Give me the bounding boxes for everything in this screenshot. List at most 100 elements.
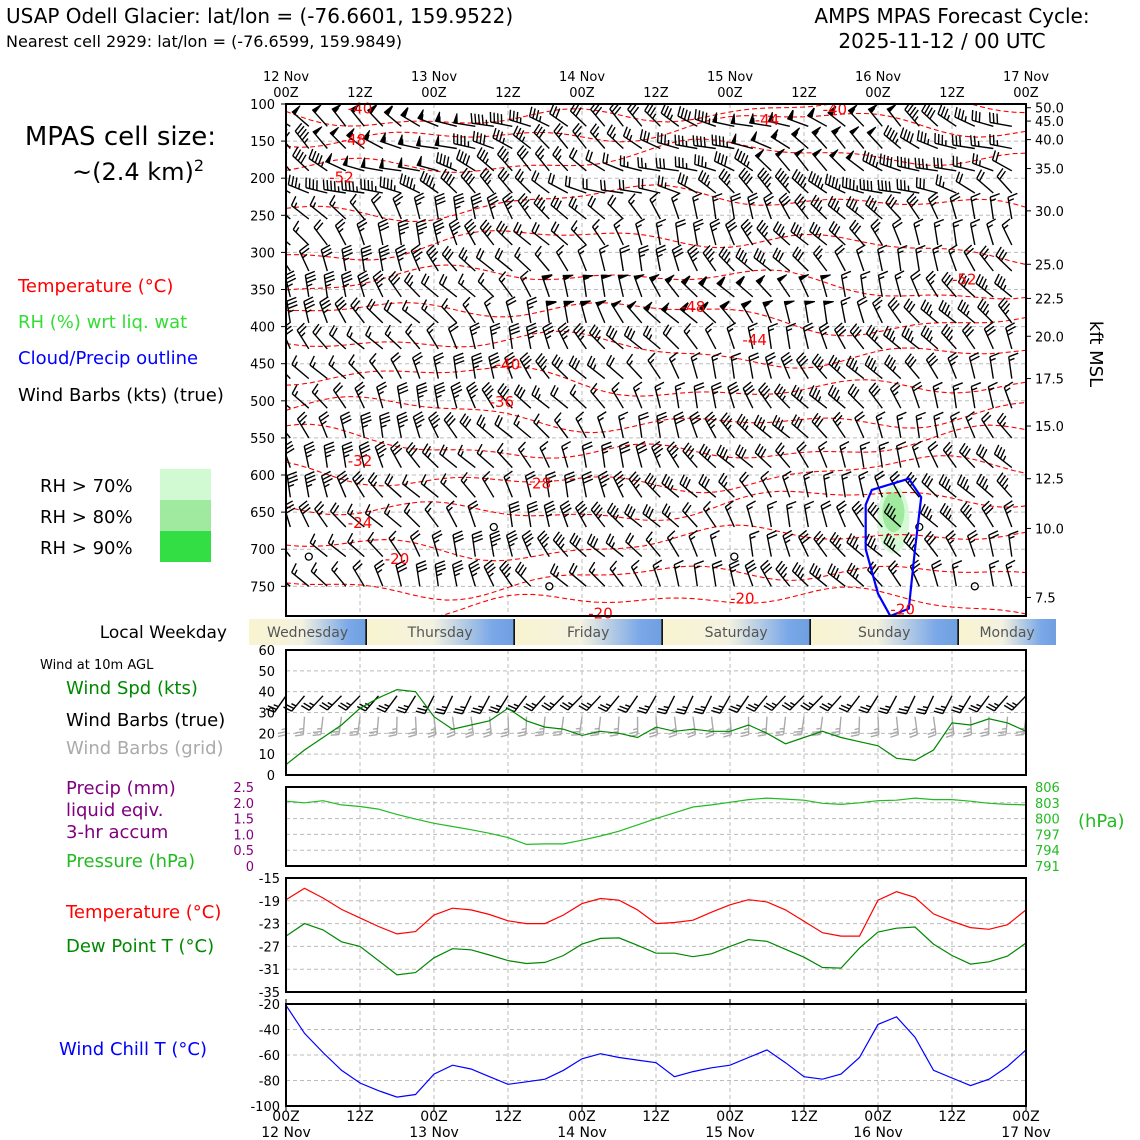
barb-half-flag [377,283,383,288]
barb-half-flag [836,395,841,402]
wind-barb [977,298,994,324]
barb-flag [959,476,966,487]
barb-flag [329,502,337,512]
barb-flag [661,473,668,484]
wind-barb [854,411,865,439]
barb-half-flag [287,283,293,288]
barb-flag [815,248,823,257]
barb-flag [613,106,622,116]
barb-half-flag [632,565,638,571]
barb-flag [555,125,564,135]
barb-flag [960,301,967,312]
barb-flag [393,447,403,456]
barb-flag [428,247,437,257]
barb-flag [965,247,974,256]
barb-flag [808,385,815,395]
barb-flag [729,563,740,570]
windchill-line [285,1004,1027,1098]
barb-flag [875,474,885,481]
barb-half-flag [912,569,919,574]
wind-barb [1008,352,1019,379]
wind-barb [329,194,347,220]
barb-flag [578,705,588,712]
barb-flag [910,199,919,208]
barb-flag [321,303,332,310]
barb-flag [619,441,630,447]
barb-flag [421,443,429,453]
barb-half-flag [611,542,616,548]
wind-barb [803,500,815,528]
wind-barb [970,192,981,220]
barb-flag [361,248,372,254]
wind-barb [713,151,735,172]
station-title: USAP Odell Glacier: lat/lon = (-76.6601,… [6,4,513,28]
grid-wind-barb [793,716,805,736]
barb-flag [319,296,329,303]
barb-half-flag [710,424,716,429]
barb-flag [673,559,684,566]
wind-barb [535,352,550,380]
wind-barb [1005,322,1017,350]
wind-barb [718,168,735,194]
barb-flag [764,195,774,203]
barb-half-flag [390,536,396,542]
temperature-contour-label: -20 [385,550,410,568]
barb-half-flag [784,182,790,189]
barb-flag [848,198,855,209]
wind-barb [498,271,513,298]
barb-half-flag [910,336,914,343]
wind-barb [859,441,871,468]
barb-flag [344,180,347,191]
barb-pennant [342,155,349,167]
barb-half-flag [706,328,712,334]
wind-y-tick-label: 50 [258,665,275,680]
true-wind-barb [858,695,879,714]
barb-flag [495,129,500,140]
barb-flag [501,563,510,572]
barb-flag [870,385,879,395]
legend-dewpoint: Dew Point T (°C) [66,936,214,957]
barb-half-flag [814,130,819,136]
barb-flag [358,273,369,281]
barb-flag [906,300,913,311]
wind-barb [986,218,997,246]
barb-flag [743,173,751,183]
barb-half-flag [940,705,947,709]
barb-flag [797,251,805,262]
barb-flag [772,247,779,258]
wind-barb [939,502,957,528]
barb-flag [712,560,723,566]
wind-barb [920,503,939,528]
barb-flag [553,197,560,208]
wind-barb [916,130,939,150]
barb-flag [851,200,858,211]
barb-pennant [886,104,897,113]
barb-flag [779,173,787,183]
wind-barb [798,529,811,557]
barb-flag [694,154,697,165]
barb-pennant [776,274,788,283]
barb-flag [946,277,954,287]
barb-flag [553,730,562,733]
barb-flag [647,475,654,485]
barb-half-flag [878,250,884,254]
barb-half-flag [904,705,910,709]
barb-half-flag [841,302,848,306]
wind-barb [447,322,459,350]
barb-half-flag [802,182,807,189]
top-hour-label: 00Z [569,86,595,101]
barb-flag [469,563,480,570]
barb-flag [476,443,483,454]
barb-flag [847,383,855,394]
barb-flag [999,170,1007,180]
wind-barb [340,270,353,298]
barb-flag [440,168,447,179]
barb-half-flag [747,506,753,511]
wind-barb [625,532,643,558]
barb-flag [488,195,498,203]
barb-half-flag [343,454,350,458]
barb-half-flag [460,450,464,457]
barb-flag [902,129,908,140]
barb-half-flag [836,421,842,427]
barb-pennant [325,153,333,164]
